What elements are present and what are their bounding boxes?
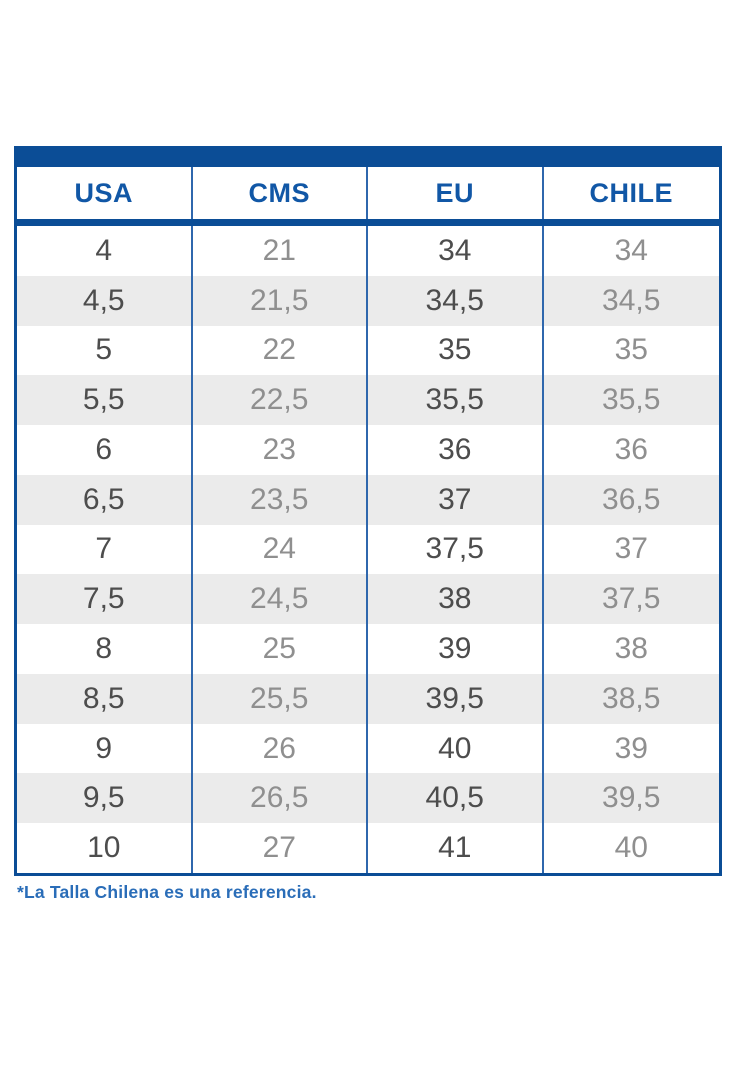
cell-eu: 37,5 [368,524,544,575]
cell-chile: 38,5 [602,681,661,715]
cell-usa: 6 [17,425,193,475]
cell-eu: 39,5 [368,673,544,724]
cell-eu: 37 [368,474,544,525]
cell-eu: 34 [368,226,544,276]
column-header-usa: USA [17,167,193,219]
cell-usa: 8,5 [17,673,193,724]
cell-cms: 27 [193,823,368,873]
cell-eu: 35,5 [368,375,544,426]
cell-usa: 4 [17,226,193,276]
cell-chile: 35 [614,333,648,367]
table-row: 9 26 40 39 [17,723,719,774]
table-row: 8 25 39 38 [17,624,719,674]
cell-chile: 36,5 [602,482,661,516]
cell-cms: 24 [193,524,368,575]
cell-chile: 34,5 [602,283,661,317]
cell-cms: 26 [193,723,368,774]
cell-cms: 25 [193,624,368,674]
cell-eu: 38 [368,574,544,625]
cell-usa: 8 [17,624,193,674]
cell-eu: 34,5 [368,275,544,326]
cell-chile: 38 [614,632,648,665]
table-row: 5,5 22,5 35,5 35,5 [17,375,719,426]
table-row: 6,5 23,5 37 36,5 [17,474,719,525]
column-header-eu: EU [368,167,544,219]
cell-chile: 37 [614,532,648,566]
table-row: 8,5 25,5 39,5 38,5 [17,673,719,724]
table-row: 6 23 36 36 [17,425,719,475]
cell-cms: 21,5 [193,275,368,326]
cell-usa: 10 [17,823,193,873]
cell-cms: 25,5 [193,673,368,724]
table-row: 5 22 35 35 [17,325,719,376]
footnote: *La Talla Chilena es una referencia. [17,882,317,902]
cell-eu: 39 [368,624,544,674]
cell-cms: 21 [193,226,368,276]
cell-usa: 5,5 [17,375,193,426]
table-header-row: USA CMS EU CHILE [17,167,719,219]
header-divider-rule [17,219,719,226]
cell-chile: 39,5 [602,781,661,815]
table-body: 4 21 34 34 4,5 21,5 34,5 34,5 5 22 35 35… [17,226,719,873]
column-header-cms: CMS [193,167,368,219]
cell-eu: 36 [368,425,544,475]
cell-usa: 7,5 [17,574,193,625]
cell-eu: 40,5 [368,773,544,824]
cell-eu: 41 [368,823,544,873]
cell-chile: 37,5 [602,582,661,616]
table-row: 10 27 41 40 [17,823,719,873]
table-top-band [17,149,719,167]
cell-cms: 23 [193,425,368,475]
cell-usa: 6,5 [17,474,193,525]
cell-usa: 5 [17,325,193,376]
cell-cms: 22,5 [193,375,368,426]
table-row: 4,5 21,5 34,5 34,5 [17,275,719,326]
cell-cms: 23,5 [193,474,368,525]
cell-chile: 36 [614,432,648,466]
cell-chile: 35,5 [602,383,661,417]
table-row: 7 24 37,5 37 [17,524,719,575]
cell-cms: 24,5 [193,574,368,625]
table-row: 7,5 24,5 38 37,5 [17,574,719,625]
cell-usa: 7 [17,524,193,575]
cell-usa: 9 [17,723,193,774]
cell-eu: 35 [368,325,544,376]
cell-eu: 40 [368,723,544,774]
cell-chile: 40 [614,831,648,865]
cell-usa: 9,5 [17,773,193,824]
size-conversion-table: USA CMS EU CHILE 4 21 34 34 4,5 21,5 34,… [14,146,722,876]
cell-cms: 26,5 [193,773,368,824]
table-row: 9,5 26,5 40,5 39,5 [17,773,719,824]
table-row: 4 21 34 34 [17,226,719,276]
column-header-chile: CHILE [589,177,673,208]
cell-usa: 4,5 [17,275,193,326]
cell-chile: 39 [614,731,648,765]
cell-cms: 22 [193,325,368,376]
cell-chile: 34 [614,233,648,267]
